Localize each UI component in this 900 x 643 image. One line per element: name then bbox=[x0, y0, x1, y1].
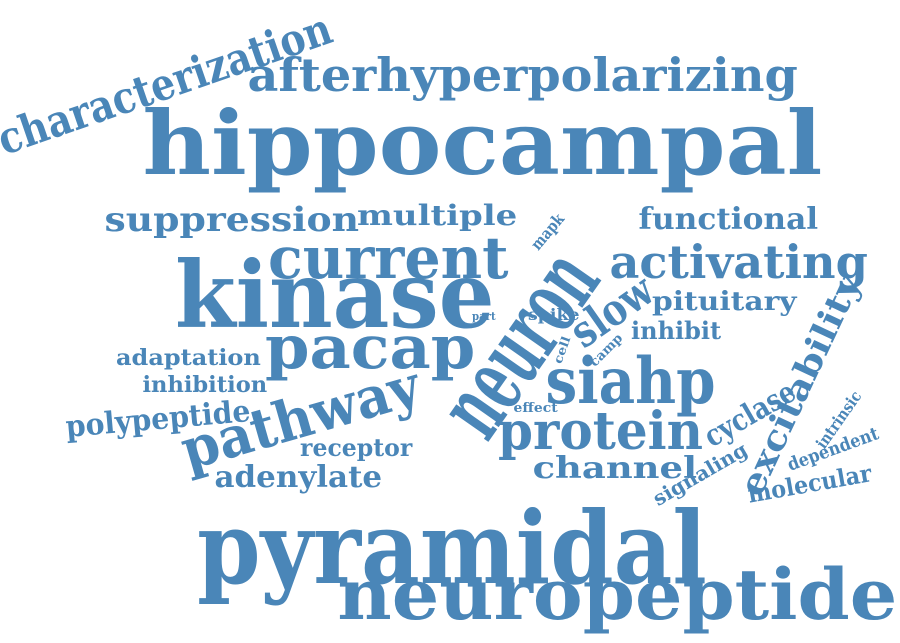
word-suppression: suppression bbox=[104, 200, 360, 240]
word-pacap: pacap bbox=[264, 313, 476, 383]
word-inhibition: inhibition bbox=[142, 372, 268, 398]
word-receptor: receptor bbox=[300, 433, 413, 462]
word-multiple: multiple bbox=[356, 199, 518, 232]
word-siahp: siahp bbox=[544, 344, 716, 419]
word-channel: channel bbox=[532, 451, 698, 486]
word-pituitary: pituitary bbox=[651, 287, 796, 317]
word-spike: spike bbox=[528, 305, 580, 324]
word-kinase: kinase bbox=[175, 241, 495, 349]
word-activating: activating bbox=[608, 235, 868, 289]
word-inhibit: inhibit bbox=[631, 316, 722, 345]
word-effect: effect bbox=[512, 400, 558, 416]
word-part: part bbox=[471, 309, 496, 323]
word-neuropeptide: neuropeptide bbox=[336, 553, 897, 636]
word-protein: protein bbox=[497, 401, 703, 462]
word-hippocampal: hippocampal bbox=[141, 91, 822, 195]
word-functional: functional bbox=[638, 202, 818, 237]
word-adaptation: adaptation bbox=[115, 345, 261, 371]
word-pyramidal: pyramidal bbox=[197, 489, 707, 607]
word-adenylate: adenylate bbox=[213, 460, 382, 495]
word-afterhyperpolarizing: afterhyperpolarizing bbox=[246, 48, 798, 102]
word-current: current bbox=[267, 224, 509, 292]
